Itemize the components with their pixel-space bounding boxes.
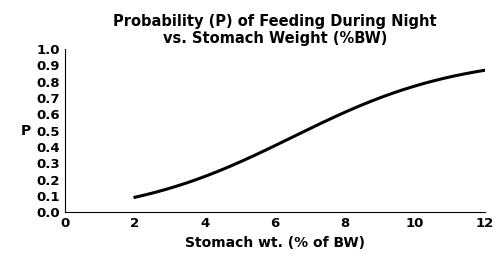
Y-axis label: P: P xyxy=(20,123,30,138)
X-axis label: Stomach wt. (% of BW): Stomach wt. (% of BW) xyxy=(185,236,365,250)
Title: Probability (P) of Feeding During Night
vs. Stomach Weight (%BW): Probability (P) of Feeding During Night … xyxy=(113,14,437,47)
